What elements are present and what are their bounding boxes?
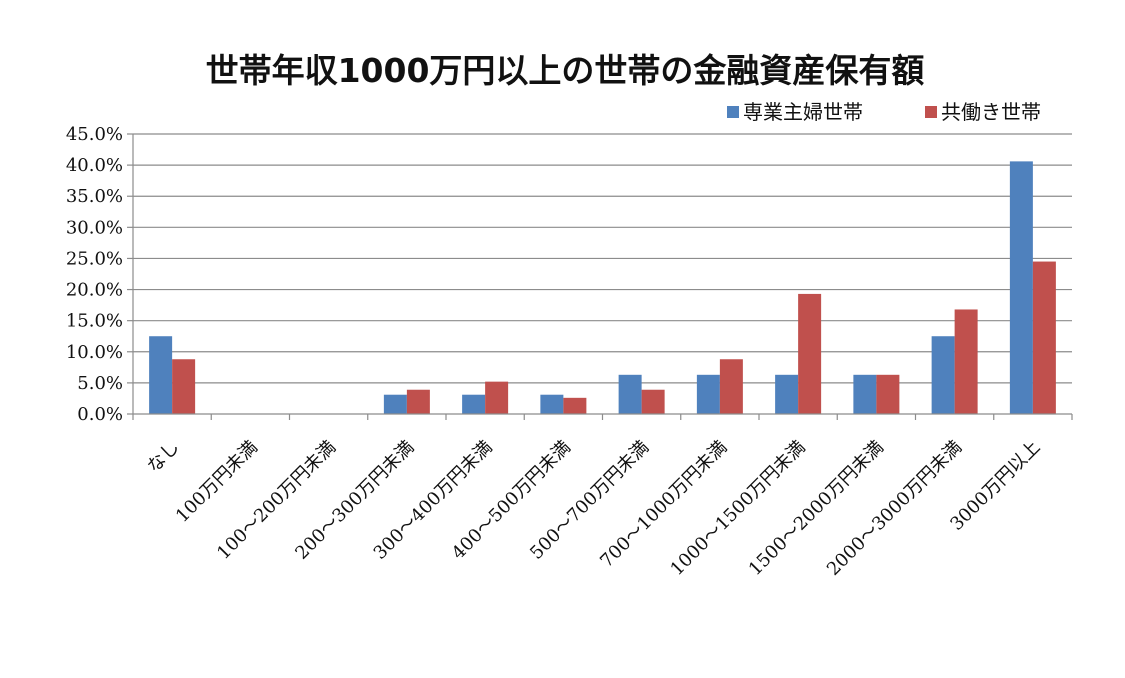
bar-sengyo-shufu-3 — [383, 394, 407, 414]
bar-sengyo-shufu-0 — [149, 336, 173, 414]
bar-tomobataraki-7 — [719, 359, 743, 414]
bar-sengyo-shufu-5 — [540, 394, 564, 414]
y-axis-ticks: 0.0% 5.0% 10.0% 15.0% 20.0% 25.0% 30.0% 35.0% 40… — [66, 124, 133, 425]
bar-tomobataraki-9 — [876, 374, 900, 414]
legend-label-0: 専業主婦世帯 — [743, 100, 863, 124]
bar-tomobataraki-3 — [406, 389, 430, 414]
bars — [149, 161, 1056, 414]
y-tick-label: 45.0% — [66, 124, 123, 145]
bar-tomobataraki-6 — [641, 389, 665, 414]
y-tick-label: 20.0% — [66, 280, 123, 301]
bar-tomobataraki-4 — [485, 381, 509, 414]
y-tick-label: 5.0% — [77, 373, 123, 394]
bar-sengyo-shufu-4 — [462, 394, 486, 414]
y-tick-label: 40.0% — [66, 155, 123, 176]
y-tick-label: 25.0% — [66, 248, 123, 269]
gridlines — [133, 133, 1072, 384]
bar-sengyo-shufu-8 — [775, 374, 799, 414]
bar-tomobataraki-5 — [563, 397, 587, 414]
bar-sengyo-shufu-11 — [1009, 161, 1033, 414]
bar-sengyo-shufu-6 — [618, 374, 642, 414]
chart-title: 世帯年収1000万円以上の世帯の金融資産保有額 — [206, 51, 925, 90]
legend-swatch-1 — [925, 106, 937, 118]
bar-tomobataraki-0 — [172, 359, 196, 414]
y-tick-label: 10.0% — [66, 342, 123, 363]
legend-swatch-0 — [727, 106, 739, 118]
legend-label-1: 共働き世帯 — [941, 100, 1041, 124]
bar-sengyo-shufu-9 — [853, 374, 877, 414]
y-tick-label: 0.0% — [77, 404, 123, 425]
y-tick-label: 35.0% — [66, 186, 123, 207]
y-tick-label: 30.0% — [66, 217, 123, 238]
bar-tomobataraki-10 — [954, 309, 978, 414]
bar-sengyo-shufu-10 — [931, 336, 955, 414]
bar-sengyo-shufu-7 — [696, 374, 720, 414]
y-tick-label: 15.0% — [66, 311, 123, 332]
bar-tomobataraki-11 — [1032, 261, 1056, 414]
bar-tomobataraki-8 — [798, 293, 822, 414]
legend: 専業主婦世帯 共働き世帯 — [727, 100, 1041, 124]
